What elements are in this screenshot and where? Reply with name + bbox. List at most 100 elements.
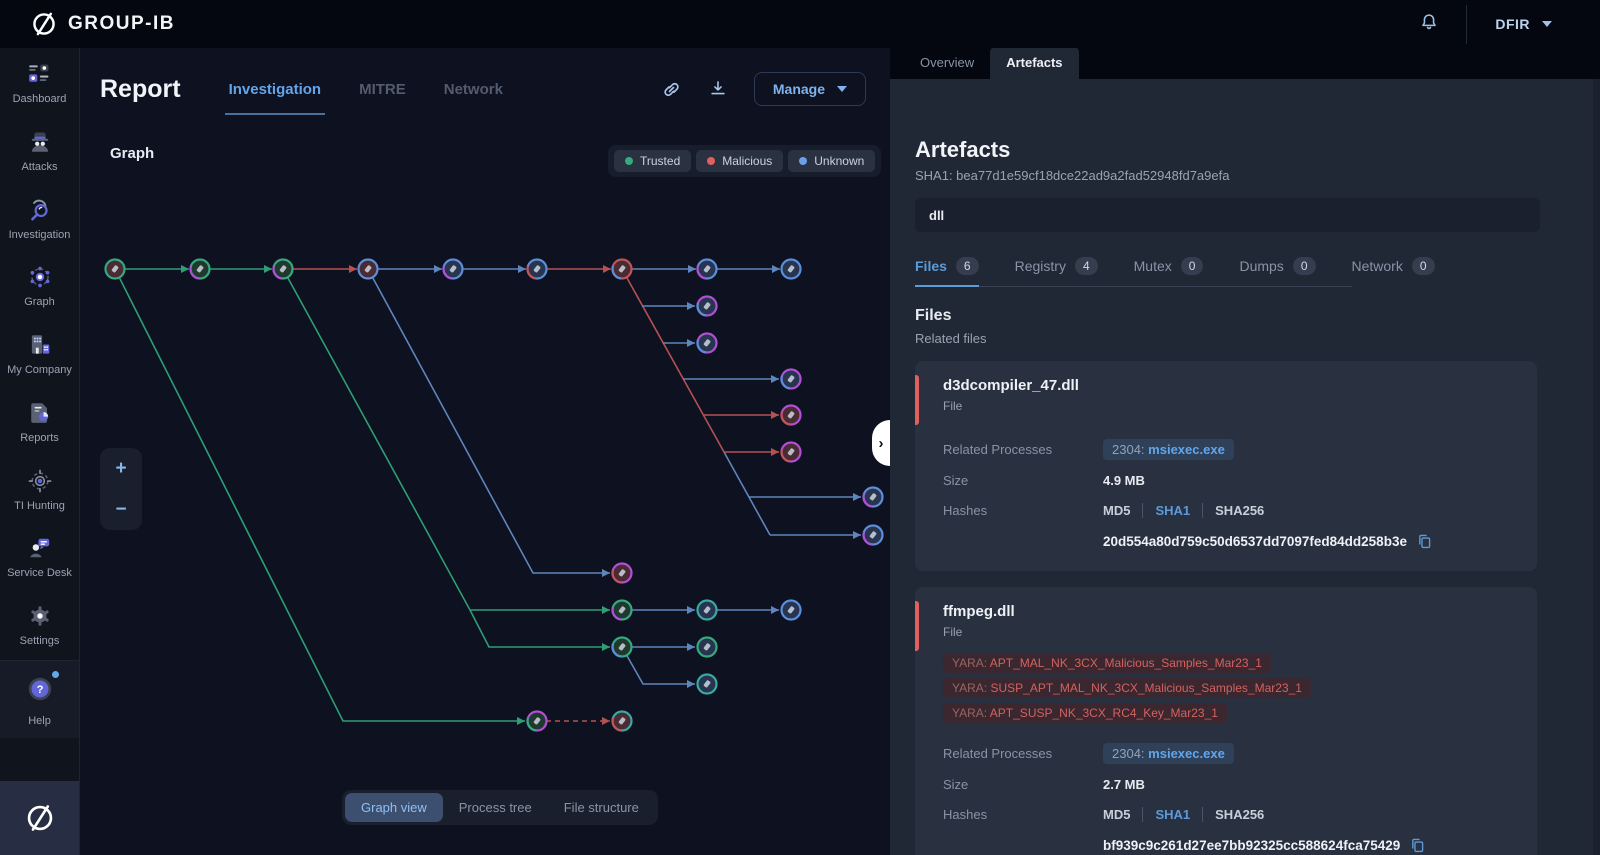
sidebar-item-label: Reports <box>20 431 59 444</box>
size-label: Size <box>943 472 969 488</box>
graph-node[interactable] <box>272 258 294 280</box>
hash-type-sha1[interactable]: SHA1 <box>1142 502 1202 518</box>
process-glyph-icon <box>703 302 711 310</box>
process-glyph-icon <box>449 265 457 273</box>
graph-node[interactable] <box>696 295 718 317</box>
artefacts-panel-body: Artefacts SHA1: bea77d1e59cf18dce22ad9a2… <box>890 79 1600 855</box>
files-section-subtitle: Related files <box>915 331 987 346</box>
graph-node[interactable] <box>526 710 548 732</box>
legend-trusted[interactable]: Trusted <box>614 150 692 172</box>
graph-node[interactable] <box>611 258 633 280</box>
hash-type-sha256[interactable]: SHA256 <box>1202 806 1276 822</box>
unknown-dot-icon <box>799 157 808 165</box>
download-button[interactable] <box>708 79 728 99</box>
account-menu[interactable]: DFIR <box>1495 16 1552 32</box>
yara-tag[interactable]: YARA: SUSP_APT_MAL_NK_3CX_Malicious_Samp… <box>943 678 1311 698</box>
sidebar-item-reports[interactable]: Reports <box>0 387 79 455</box>
graph-node[interactable] <box>696 673 718 695</box>
arrowhead-icon <box>771 411 779 419</box>
graph-node[interactable] <box>696 258 718 280</box>
gear-icon <box>30 606 49 626</box>
filter-tab-files[interactable]: Files 6 <box>915 257 979 288</box>
graph-node[interactable] <box>696 599 718 621</box>
process-graph-canvas[interactable] <box>80 48 890 855</box>
arrowhead-icon <box>687 339 695 347</box>
graph-node[interactable] <box>862 486 884 508</box>
panel-expand-handle[interactable]: › <box>872 420 890 466</box>
graph-node[interactable] <box>104 258 126 280</box>
graph-edge <box>723 451 771 536</box>
graph-node[interactable] <box>611 562 633 584</box>
sidebar-item-investigation[interactable]: Investigation <box>0 184 79 252</box>
yara-tag[interactable]: YARA: APT_MAL_NK_3CX_Malicious_Samples_M… <box>943 653 1271 673</box>
file-card[interactable]: d3dcompiler_47.dll File Related Processe… <box>915 361 1537 571</box>
graph-node[interactable] <box>862 524 884 546</box>
chevron-right-icon: › <box>878 434 884 452</box>
sidebar-item-settings[interactable]: Settings <box>0 590 79 658</box>
tab-mitre[interactable]: MITRE <box>359 80 406 98</box>
sidebar-item-help[interactable]: ? Help <box>0 659 79 738</box>
tab-network[interactable]: Network <box>443 80 503 98</box>
sidebar-item-graph[interactable]: Graph <box>0 251 79 319</box>
download-icon <box>711 81 725 95</box>
graph-section-title: Graph <box>110 145 155 162</box>
hash-type-sha256[interactable]: SHA256 <box>1202 502 1276 518</box>
tab-overview[interactable]: Overview <box>920 55 975 70</box>
sidebar-item-ti-hunting[interactable]: TI Hunting <box>0 455 79 523</box>
graph-node[interactable] <box>780 404 802 426</box>
zoom-out-button[interactable]: − <box>115 499 127 520</box>
toggle-file-structure[interactable]: File structure <box>563 800 639 815</box>
legend-unknown[interactable]: Unknown <box>788 150 876 172</box>
graph-node[interactable] <box>696 332 718 354</box>
tab-investigation[interactable]: Investigation <box>224 80 325 115</box>
file-card[interactable]: ffmpeg.dll File YARA: APT_MAL_NK_3CX_Mal… <box>915 587 1537 855</box>
graph-node[interactable] <box>611 599 633 621</box>
graph-node[interactable] <box>780 599 802 621</box>
graph-node[interactable] <box>611 636 633 658</box>
sidebar-item-service-desk[interactable]: Service Desk <box>0 522 79 590</box>
brand-logo[interactable]: GROUP-IB <box>30 10 175 38</box>
graph-node[interactable] <box>442 258 464 280</box>
copy-icon[interactable] <box>1416 533 1433 550</box>
toggle-process-tree[interactable]: Process tree <box>458 800 532 815</box>
arrowhead-icon <box>603 265 611 273</box>
filter-tab-mutex[interactable]: Mutex 0 <box>1134 257 1204 286</box>
hash-type-sha1[interactable]: SHA1 <box>1142 806 1202 822</box>
graph-node[interactable] <box>189 258 211 280</box>
notifications-button[interactable] <box>1412 4 1468 44</box>
hash-type-md5[interactable]: MD5 <box>1103 806 1131 822</box>
artefacts-search-input[interactable] <box>915 198 1540 232</box>
graph-node[interactable] <box>780 441 802 463</box>
yara-tag[interactable]: YARA: APT_SUSP_NK_3CX_RC4_Key_Mar23_1 <box>943 703 1227 723</box>
copy-icon[interactable] <box>1409 837 1426 854</box>
filter-tab-dumps[interactable]: Dumps 0 <box>1239 257 1316 286</box>
graph-node[interactable] <box>611 710 633 732</box>
legend-malicious[interactable]: Malicious <box>696 150 784 172</box>
sidebar-item-attacks[interactable]: Attacks <box>0 116 79 184</box>
graph-node[interactable] <box>780 258 802 280</box>
process-badge[interactable]: 2304: msiexec.exe <box>1103 743 1234 764</box>
panel-scrollbar[interactable] <box>1593 79 1600 855</box>
sidebar-item-my-company[interactable]: My Company <box>0 319 79 387</box>
filter-tab-registry[interactable]: Registry 4 <box>1015 257 1098 286</box>
tab-artefacts[interactable]: Artefacts <box>990 47 1079 79</box>
filter-tab-network[interactable]: Network 0 <box>1352 257 1435 286</box>
panel-tabs: Overview Artefacts <box>890 47 1600 79</box>
hash-type-md5[interactable]: MD5 <box>1103 502 1131 518</box>
graph-node[interactable] <box>696 636 718 658</box>
zoom-in-button[interactable]: + <box>115 458 127 479</box>
arrowhead-icon <box>602 569 610 577</box>
file-size: 4.9 MB <box>1103 472 1145 488</box>
toggle-graph-view[interactable]: Graph view <box>345 793 443 822</box>
account-name: DFIR <box>1495 16 1530 32</box>
graph-node[interactable] <box>357 258 379 280</box>
sidebar-item-dashboard[interactable]: Dashboard <box>0 48 79 116</box>
malicious-dot-icon <box>707 157 716 165</box>
process-badge[interactable]: 2304: msiexec.exe <box>1103 439 1234 460</box>
manage-button[interactable]: Manage <box>753 72 866 106</box>
sidebar-logo-footer[interactable] <box>0 781 79 855</box>
graph-node[interactable] <box>526 258 548 280</box>
copy-link-button[interactable] <box>661 79 682 100</box>
graph-node[interactable] <box>780 368 802 390</box>
